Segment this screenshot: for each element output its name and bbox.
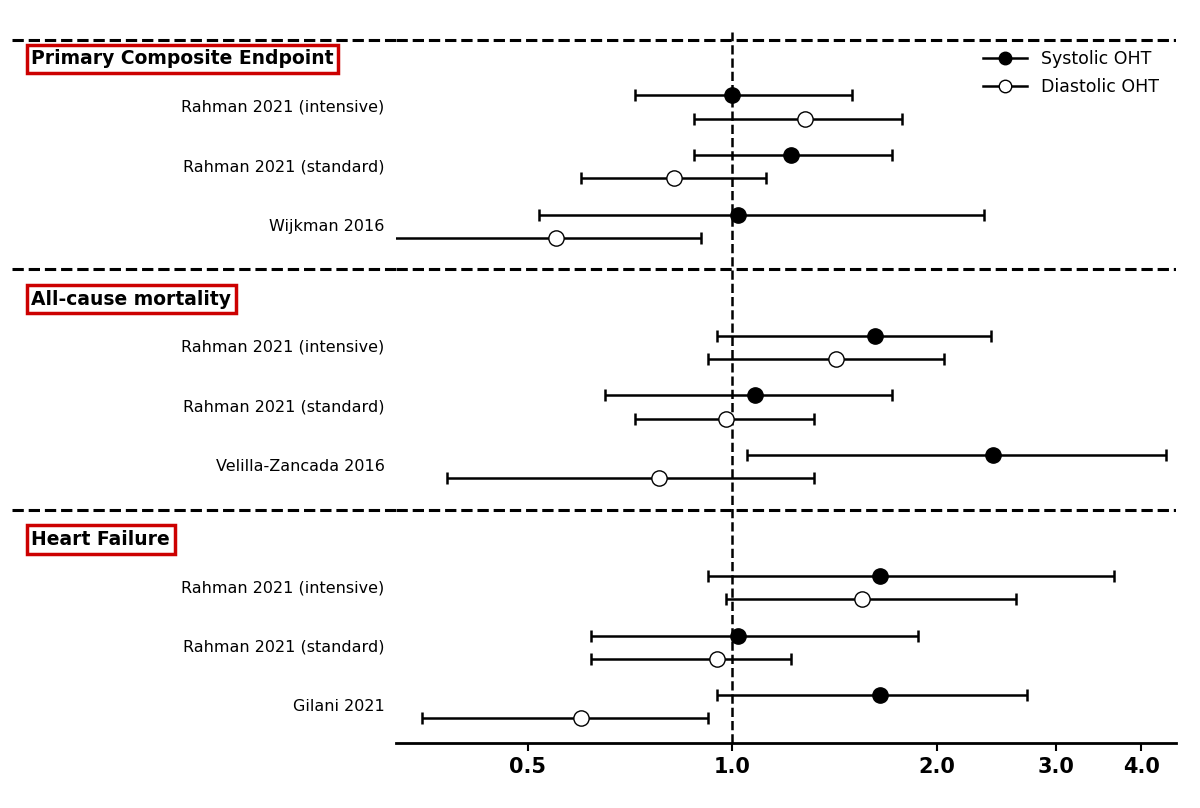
- Text: Rahman 2021 (intensive): Rahman 2021 (intensive): [181, 99, 384, 115]
- Text: Wijkman 2016: Wijkman 2016: [269, 219, 384, 234]
- Text: Rahman 2021 (intensive): Rahman 2021 (intensive): [181, 580, 384, 595]
- Text: Rahman 2021 (standard): Rahman 2021 (standard): [182, 159, 384, 174]
- Text: Rahman 2021 (standard): Rahman 2021 (standard): [182, 399, 384, 415]
- Text: Rahman 2021 (intensive): Rahman 2021 (intensive): [181, 339, 384, 355]
- Text: Heart Failure: Heart Failure: [31, 530, 170, 549]
- Text: Rahman 2021 (standard): Rahman 2021 (standard): [182, 640, 384, 654]
- Legend: Systolic OHT, Diastolic OHT: Systolic OHT, Diastolic OHT: [974, 41, 1168, 105]
- Text: Primary Composite Endpoint: Primary Composite Endpoint: [31, 49, 334, 69]
- Text: All-cause mortality: All-cause mortality: [31, 289, 232, 309]
- Text: Velilla-Zancada 2016: Velilla-Zancada 2016: [216, 459, 384, 474]
- Text: Gilani 2021: Gilani 2021: [293, 700, 384, 714]
